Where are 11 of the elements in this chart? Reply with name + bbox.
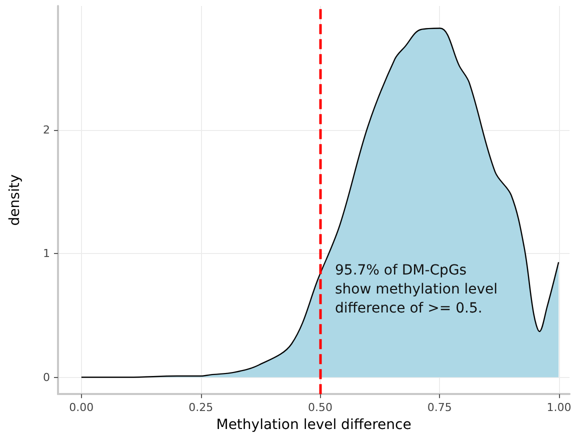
y-axis-title: density	[7, 174, 23, 226]
y-tick-label: 1	[43, 247, 50, 260]
annotation: 95.7% of DM-CpGs show methylation level difference of >= 0.5.	[335, 262, 498, 316]
y-tick-label: 0	[43, 370, 50, 384]
y-tick-label: 2	[43, 123, 50, 136]
x-axis-title: Methylation level difference	[216, 417, 412, 433]
x-tick-label: 0.25	[188, 401, 214, 414]
x-tick-label: 0.50	[308, 401, 332, 414]
x-tick-label: 1.00	[546, 401, 572, 414]
x-tick-label: 0.75	[427, 401, 452, 414]
x-tick-label: 0.00	[69, 401, 94, 414]
